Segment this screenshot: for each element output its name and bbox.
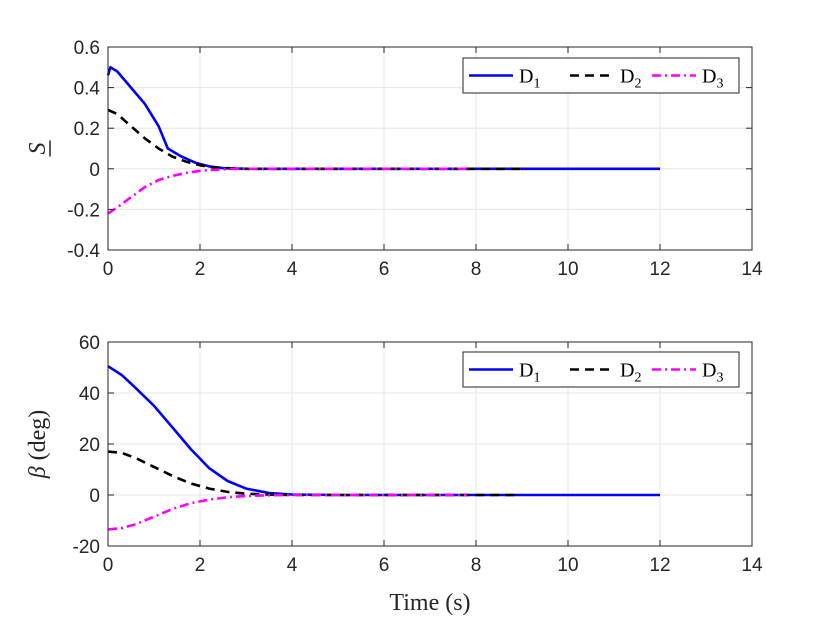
- x-tick-label: 8: [471, 259, 482, 280]
- x-tick-label: 12: [649, 555, 670, 576]
- series-line-d2: [107, 450, 518, 497]
- top-panel: 0 2 4 6 8 10 12 14 -0.4 -0.2 0 0.2 0.4 0.6 S D1 D2 D3: [25, 38, 763, 280]
- y-tick-label: -0.2: [67, 200, 100, 221]
- legend-label-d2: D2: [620, 360, 641, 386]
- x-axis-label: Time (s): [389, 590, 470, 616]
- series-line-d3: [107, 167, 467, 215]
- x-tick-label: 10: [557, 555, 578, 576]
- y-axis-label: β (deg): [25, 410, 51, 480]
- y-tick-label: 0: [89, 160, 100, 181]
- x-tick-label: 4: [287, 259, 298, 280]
- y-tick-label: -20: [73, 537, 100, 558]
- x-tick-label: 14: [741, 259, 763, 280]
- y-tick-label: 0.6: [74, 38, 100, 59]
- x-tick-label: 14: [741, 555, 763, 576]
- legend: D1 D2 D3: [462, 351, 740, 388]
- y-axis-label: S: [25, 143, 51, 155]
- legend-label-d1: D1: [519, 360, 540, 386]
- axes-box: [107, 46, 753, 251]
- y-tick-label: 40: [79, 384, 100, 405]
- legend-label-d2: D2: [620, 66, 641, 92]
- series-line-d2: [107, 108, 527, 171]
- y-tick-label: 0.4: [74, 79, 101, 100]
- legend: D1 D2 D3: [462, 57, 740, 94]
- x-tick-label: 0: [103, 555, 114, 576]
- x-tick-label: 2: [195, 259, 206, 280]
- x-tick-label: 6: [379, 555, 390, 576]
- legend-label-d3: D3: [702, 66, 723, 92]
- x-tick-label: 12: [649, 259, 670, 280]
- legend-label-d1: D1: [519, 66, 540, 92]
- x-tick-label: 0: [103, 259, 114, 280]
- y-tick-label: 20: [79, 435, 100, 456]
- x-tick-label: 2: [195, 555, 206, 576]
- x-tick-label: 10: [557, 259, 578, 280]
- y-tick-label: -0.4: [67, 241, 100, 262]
- y-tick-label: 60: [79, 333, 100, 354]
- x-tick-label: 8: [471, 555, 482, 576]
- x-tick-label: 6: [379, 259, 390, 280]
- series-line-d3: [107, 493, 467, 531]
- y-tick-label: 0: [89, 486, 100, 507]
- y-tick-label: 0.2: [74, 119, 100, 140]
- x-tick-label: 4: [287, 555, 298, 576]
- legend-label-d3: D3: [702, 360, 723, 386]
